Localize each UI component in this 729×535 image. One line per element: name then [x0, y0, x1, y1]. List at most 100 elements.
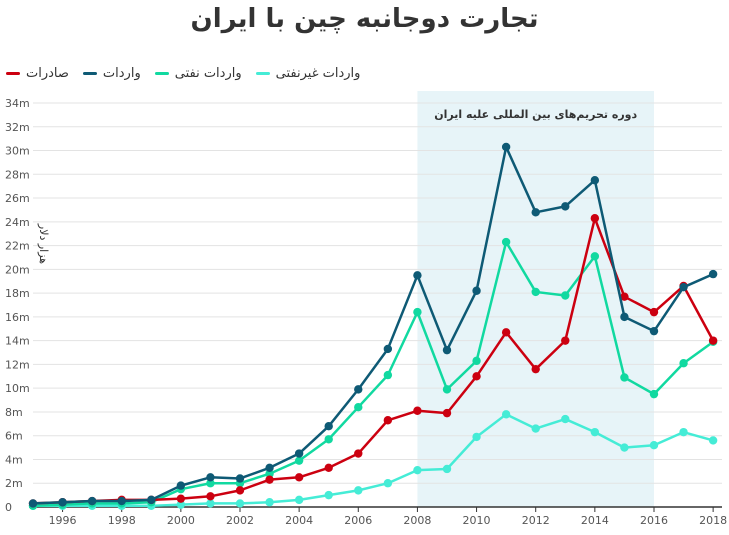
y-tick-label: 22m	[5, 240, 30, 253]
data-point	[324, 435, 333, 444]
data-point	[413, 406, 422, 415]
legend-swatch	[6, 71, 20, 75]
data-point	[442, 464, 452, 474]
data-point	[413, 465, 422, 475]
y-tick-label: 14m	[5, 335, 30, 348]
legend-label: واردات نفتی	[174, 65, 242, 81]
data-point	[206, 479, 215, 488]
x-tick-label: 2006	[344, 514, 372, 527]
y-tick-label: 8m	[5, 406, 23, 419]
data-point	[294, 456, 304, 465]
data-point	[28, 499, 38, 508]
legend-swatch	[82, 71, 97, 75]
chart-title: تجارت دوجانبه چین با ایران	[190, 4, 539, 34]
legend-swatch	[154, 71, 169, 75]
data-point	[176, 500, 186, 509]
y-tick-label: 24m	[5, 216, 30, 229]
data-point	[561, 336, 570, 345]
data-point	[265, 498, 274, 507]
data-point	[679, 427, 688, 437]
sanctions-band	[417, 91, 654, 507]
data-point	[679, 282, 688, 292]
data-point	[87, 496, 97, 506]
data-point	[265, 475, 274, 484]
series-line-3	[31, 413, 715, 508]
legend-item[interactable]: صادرات	[6, 62, 69, 84]
data-point	[501, 328, 511, 337]
data-point	[176, 494, 186, 503]
data-point	[324, 490, 333, 500]
data-point	[590, 252, 600, 261]
data-point	[413, 271, 422, 280]
data-point	[442, 408, 452, 418]
legend-item[interactable]: واردات غیرنفتی	[255, 62, 361, 84]
x-tick-label: 2010	[463, 514, 491, 527]
y-tick-label: 20m	[5, 263, 30, 276]
data-point	[383, 416, 393, 425]
sanctions-label: دوره تحریم‌های بین المللی علیه ایران	[434, 108, 637, 121]
data-point	[413, 307, 422, 317]
data-point	[649, 389, 659, 399]
data-point	[501, 237, 511, 247]
y-tick-label: 32m	[5, 121, 30, 134]
legend-item[interactable]: واردات نفتی	[154, 62, 242, 84]
x-tick-label: 2012	[522, 514, 550, 527]
y-tick-label: 30m	[5, 145, 30, 158]
series-line-1	[31, 145, 715, 505]
series-line-2	[31, 240, 715, 508]
data-point	[531, 208, 540, 217]
data-point	[561, 202, 570, 211]
x-tick-label: 2016	[640, 514, 668, 527]
y-tick-label: 26m	[5, 192, 30, 205]
y-tick-label: 16m	[5, 311, 30, 324]
data-point	[265, 469, 274, 478]
x-tick-label: 2008	[403, 514, 431, 527]
data-point	[294, 495, 304, 505]
data-point	[324, 422, 333, 431]
y-axis-label: هزار دلار	[37, 223, 50, 264]
data-point	[531, 364, 540, 374]
data-point	[383, 370, 393, 380]
data-point	[442, 345, 452, 355]
x-tick-label: 2002	[226, 514, 254, 527]
data-point	[58, 498, 67, 507]
data-point	[561, 291, 570, 300]
x-tick-label: 2018	[699, 514, 727, 527]
data-point	[354, 402, 363, 412]
data-point	[472, 286, 481, 295]
legend-swatch	[255, 71, 270, 75]
y-tick-label: 6m	[5, 430, 23, 443]
data-point	[235, 474, 245, 483]
data-point	[590, 427, 600, 437]
data-point	[383, 479, 393, 488]
data-point	[649, 307, 659, 317]
y-tick-label: 18m	[5, 287, 30, 300]
y-tick-label: 12m	[5, 358, 30, 371]
y-tick-label: 4m	[5, 453, 23, 466]
legend-label: صادرات	[26, 65, 69, 81]
data-point	[679, 359, 688, 368]
data-point	[117, 496, 126, 506]
data-point	[620, 443, 629, 452]
data-point	[501, 142, 511, 152]
x-tick-label: 2004	[285, 514, 313, 527]
data-point	[472, 432, 481, 442]
y-tick-label: 2m	[5, 477, 23, 490]
legend-item[interactable]: واردات	[82, 62, 141, 84]
x-tick-label: 2000	[167, 514, 195, 527]
y-tick-label: 34m	[5, 97, 30, 110]
data-point	[206, 499, 215, 508]
data-point	[708, 336, 718, 345]
data-point	[176, 481, 186, 490]
data-point	[472, 372, 481, 381]
data-point	[620, 312, 629, 322]
data-point	[383, 344, 393, 354]
data-point	[206, 492, 215, 501]
data-point	[354, 449, 363, 458]
data-point	[590, 176, 600, 185]
data-point	[649, 326, 659, 336]
data-point	[620, 373, 629, 382]
data-point	[354, 385, 363, 394]
legend-label: واردات غیرنفتی	[275, 65, 361, 81]
